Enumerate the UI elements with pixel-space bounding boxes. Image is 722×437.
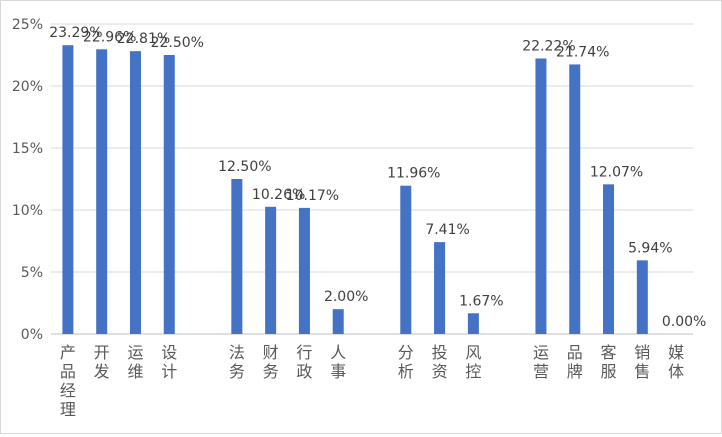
- bar: [400, 185, 412, 334]
- bar: [163, 55, 175, 334]
- data-label: 7.41%: [425, 222, 469, 238]
- data-labels: 23.29%22.96%22.81%22.50% 12.50% 10.26%10.1…: [49, 25, 706, 330]
- data-label: 11.96%: [387, 166, 440, 182]
- bar: [434, 242, 446, 334]
- bar: [231, 179, 243, 334]
- bar: [332, 309, 344, 334]
- data-label: 22.96%: [83, 29, 136, 45]
- x-tick-label: 分析: [398, 343, 414, 381]
- data-label: 22.81%: [117, 31, 170, 47]
- data-label: 1.67%: [459, 293, 503, 309]
- y-tick-label: 20%: [12, 79, 43, 95]
- data-label: 10.17%: [286, 188, 339, 204]
- x-tick-label: 产品经理: [60, 343, 76, 419]
- data-label: 23.29%: [49, 25, 102, 41]
- data-label: 22.50%: [151, 35, 204, 51]
- x-tick-label: 风控: [465, 343, 481, 381]
- bar: [467, 313, 479, 334]
- bar: [298, 207, 310, 334]
- x-tick-label: 设计: [161, 343, 177, 381]
- data-label: 5.94%: [628, 240, 672, 256]
- y-tick-label: 10%: [12, 203, 43, 219]
- x-tick-label: 行政: [296, 343, 312, 381]
- data-label: 2.00%: [324, 289, 368, 305]
- bar: [535, 58, 547, 335]
- y-tick-label: 25%: [12, 17, 43, 33]
- bars: [62, 45, 648, 335]
- data-label: 12.07%: [590, 164, 643, 180]
- bar: [96, 49, 108, 335]
- x-tick-label: 媒体: [668, 343, 684, 381]
- data-label: 0.00%: [662, 314, 706, 330]
- data-label: 10.26%: [252, 187, 305, 203]
- bar: [636, 260, 648, 334]
- y-tick-label: 15%: [12, 141, 43, 157]
- x-tick-label: 品牌: [567, 343, 583, 381]
- y-tick-label: 0%: [21, 327, 43, 343]
- x-tick-label: 运维: [127, 343, 143, 381]
- data-label: 22.22%: [522, 38, 575, 54]
- x-tick-label: 开发: [94, 343, 110, 381]
- x-tick-label: 人事: [330, 343, 346, 381]
- x-tick-label: 财务: [263, 343, 279, 381]
- bar: [265, 206, 277, 334]
- x-tick-label: 销售: [634, 343, 650, 381]
- data-label: 21.74%: [556, 44, 609, 60]
- x-tick-label: 运营: [533, 343, 549, 381]
- bar: [569, 64, 581, 334]
- x-tick-label: 法务: [229, 343, 245, 381]
- bar: [62, 45, 74, 334]
- x-tick-label: 投资: [432, 343, 448, 381]
- bar: [129, 51, 141, 334]
- data-label: 12.50%: [218, 159, 271, 175]
- y-tick-label: 5%: [21, 265, 43, 281]
- y-axis-ticks: 0% 5% 10% 15% 20% 25%: [12, 17, 43, 343]
- bar: [603, 184, 615, 334]
- gridlines: [51, 23, 693, 335]
- x-tick-label: 客服: [601, 343, 617, 381]
